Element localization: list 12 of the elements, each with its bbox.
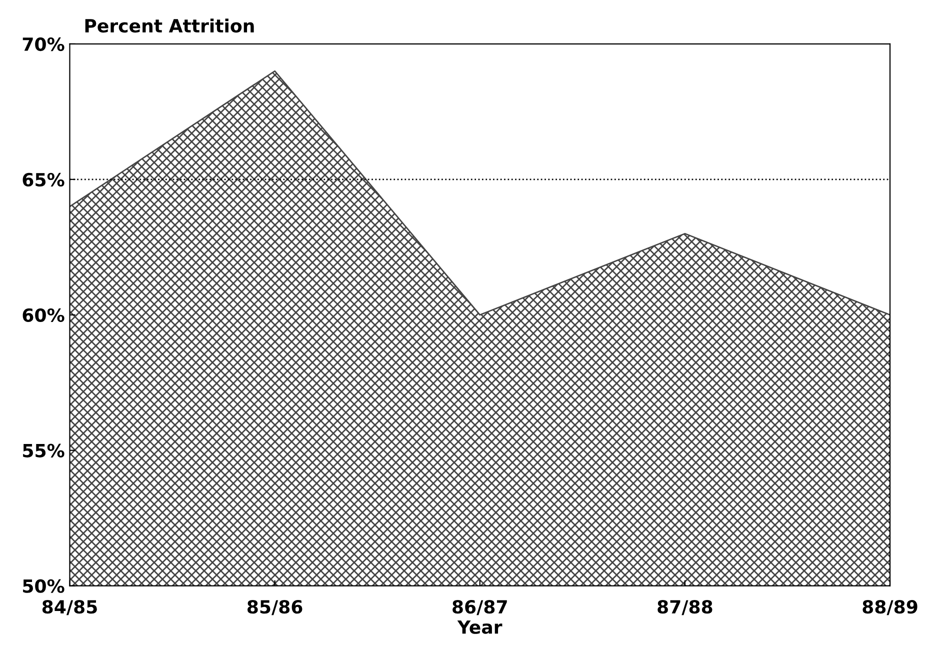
x-tick-label: 85/86 xyxy=(247,600,302,616)
x-tick-label: 86/87 xyxy=(452,600,507,616)
y-axis-title: Percent Attrition xyxy=(85,18,254,33)
y-tick-label: 70% xyxy=(22,37,64,52)
y-tick-label: 50% xyxy=(23,579,64,593)
y-tick-label: 65% xyxy=(22,172,64,187)
x-tick-label: 84/85 xyxy=(42,600,97,616)
x-tick-label: 87/88 xyxy=(658,600,712,616)
y-tick-label: 55% xyxy=(23,444,64,458)
y-tick-label: 60% xyxy=(22,308,64,322)
x-axis-title: Year xyxy=(457,620,502,634)
x-tick-label: 88/89 xyxy=(862,600,918,616)
